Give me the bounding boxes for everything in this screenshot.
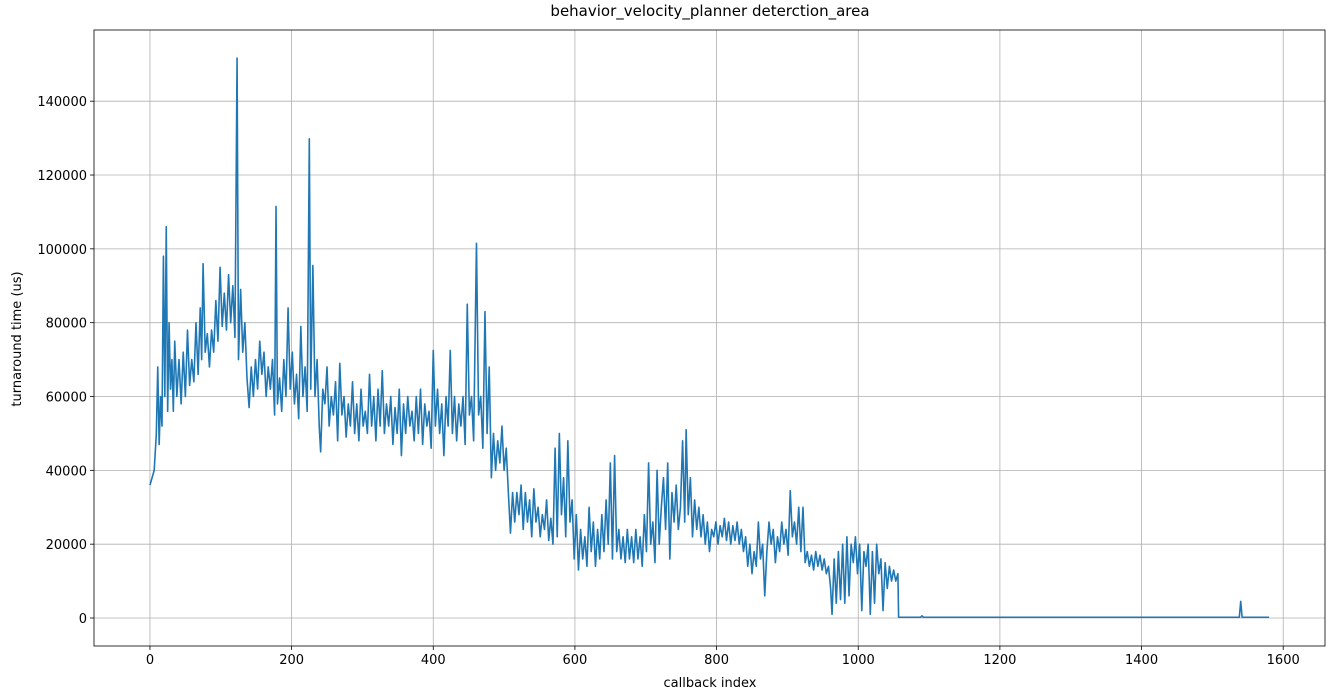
x-tick-label: 400 (421, 653, 446, 668)
y-tick-label: 0 (79, 612, 87, 627)
y-tick-label: 40000 (46, 464, 87, 479)
x-tick-label: 800 (704, 653, 729, 668)
x-tick-label: 200 (279, 653, 304, 668)
line-series (149, 57, 1270, 619)
y-tick-label: 140000 (37, 95, 87, 110)
plot-area: 0 200 400 600 800 1000 1200 1400 1600 0 20000 40000… (37, 29, 1326, 668)
y-tick-label: 20000 (46, 538, 87, 553)
x-tick-label: 1200 (983, 653, 1016, 668)
chart-title: behavior_velocity_planner deterction_are… (550, 2, 869, 21)
x-axis-label: callback index (664, 676, 757, 691)
y-axis-label: turnaround time (us) (10, 271, 25, 406)
x-tick-label: 0 (146, 653, 154, 668)
x-tick-label: 1000 (842, 653, 875, 668)
y-tick-label: 100000 (37, 243, 87, 258)
x-tick-label: 1400 (1125, 653, 1158, 668)
y-tick-label: 60000 (46, 391, 87, 406)
y-tick-label: 120000 (37, 169, 87, 184)
x-tick-label: 1600 (1267, 653, 1300, 668)
plot-frame (93, 29, 1326, 647)
x-tick-label: 600 (563, 653, 588, 668)
y-tick-label: 80000 (46, 317, 87, 332)
